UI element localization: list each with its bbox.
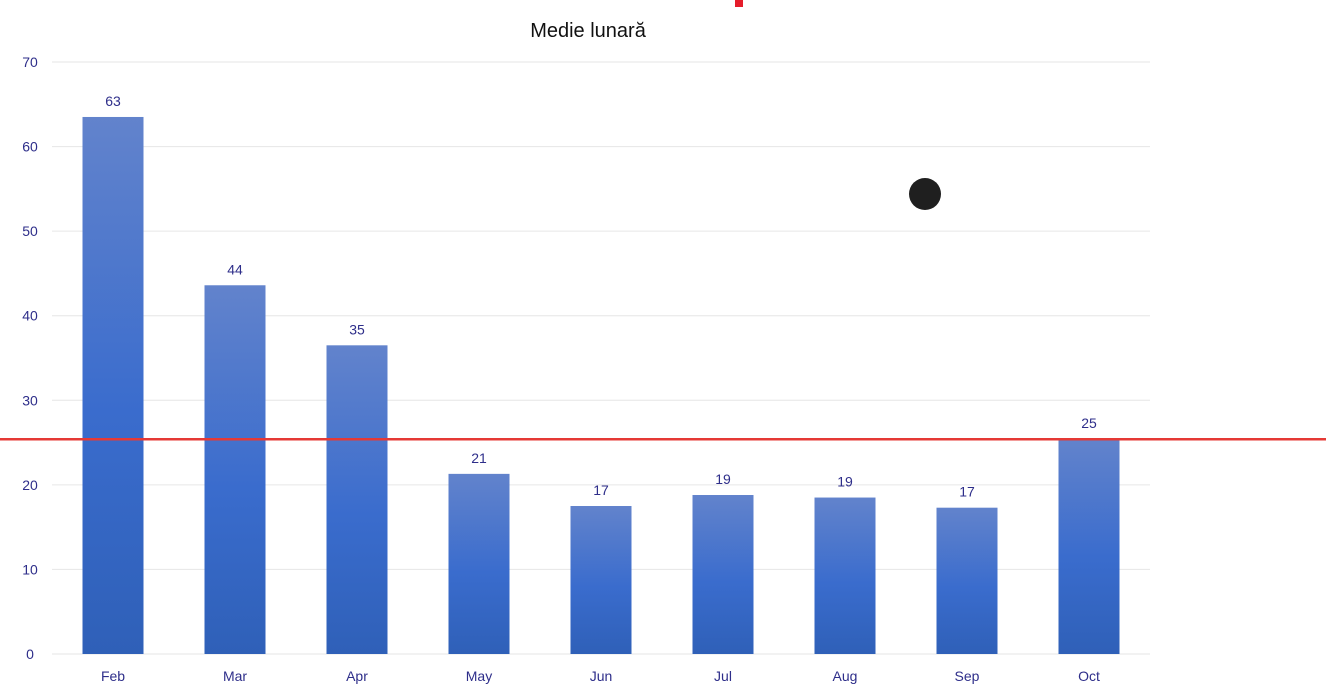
y-tick-label: 40 [22, 308, 38, 324]
data-label: 17 [959, 484, 975, 500]
y-tick-label: 50 [22, 223, 38, 239]
y-axis: 0 10 20 30 40 50 60 70 [22, 54, 38, 662]
x-tick-label: Mar [223, 668, 247, 684]
bar [692, 495, 754, 654]
x-tick-label: Jul [714, 668, 732, 684]
chart-title: Medie lunară [530, 20, 647, 42]
data-label: 25 [1081, 415, 1097, 431]
y-tick-label: 20 [22, 477, 38, 493]
bar [326, 345, 388, 654]
x-tick-label: Sep [955, 668, 980, 684]
bar [814, 497, 876, 654]
x-tick-label: Oct [1078, 668, 1100, 684]
x-tick-label: May [466, 668, 492, 684]
cursor-dot-marker [909, 178, 941, 210]
data-label: 44 [227, 261, 243, 277]
x-axis: Feb Mar Apr May Jun Jul Aug Sep Oct [101, 668, 1100, 684]
bar [204, 285, 266, 654]
data-label: 63 [105, 93, 121, 109]
data-label: 21 [471, 450, 487, 466]
y-tick-label: 60 [22, 139, 38, 155]
bar [570, 506, 632, 654]
data-label: 19 [715, 471, 731, 487]
data-label: 19 [837, 474, 853, 490]
bar [82, 116, 144, 654]
red-accent-mark [735, 0, 743, 7]
bar [448, 473, 510, 654]
y-tick-label: 30 [22, 392, 38, 408]
x-tick-label: Apr [346, 668, 368, 684]
bar [936, 507, 998, 654]
y-tick-label: 0 [26, 646, 34, 662]
x-tick-label: Feb [101, 668, 125, 684]
y-tick-label: 70 [22, 54, 38, 70]
bars: 63 44 35 21 17 19 19 17 25 [82, 93, 1120, 654]
data-label: 17 [593, 482, 609, 498]
bar [1058, 439, 1120, 654]
x-tick-label: Jun [590, 668, 613, 684]
y-tick-label: 10 [22, 561, 38, 577]
x-tick-label: Aug [833, 668, 858, 684]
data-label: 35 [349, 321, 365, 337]
